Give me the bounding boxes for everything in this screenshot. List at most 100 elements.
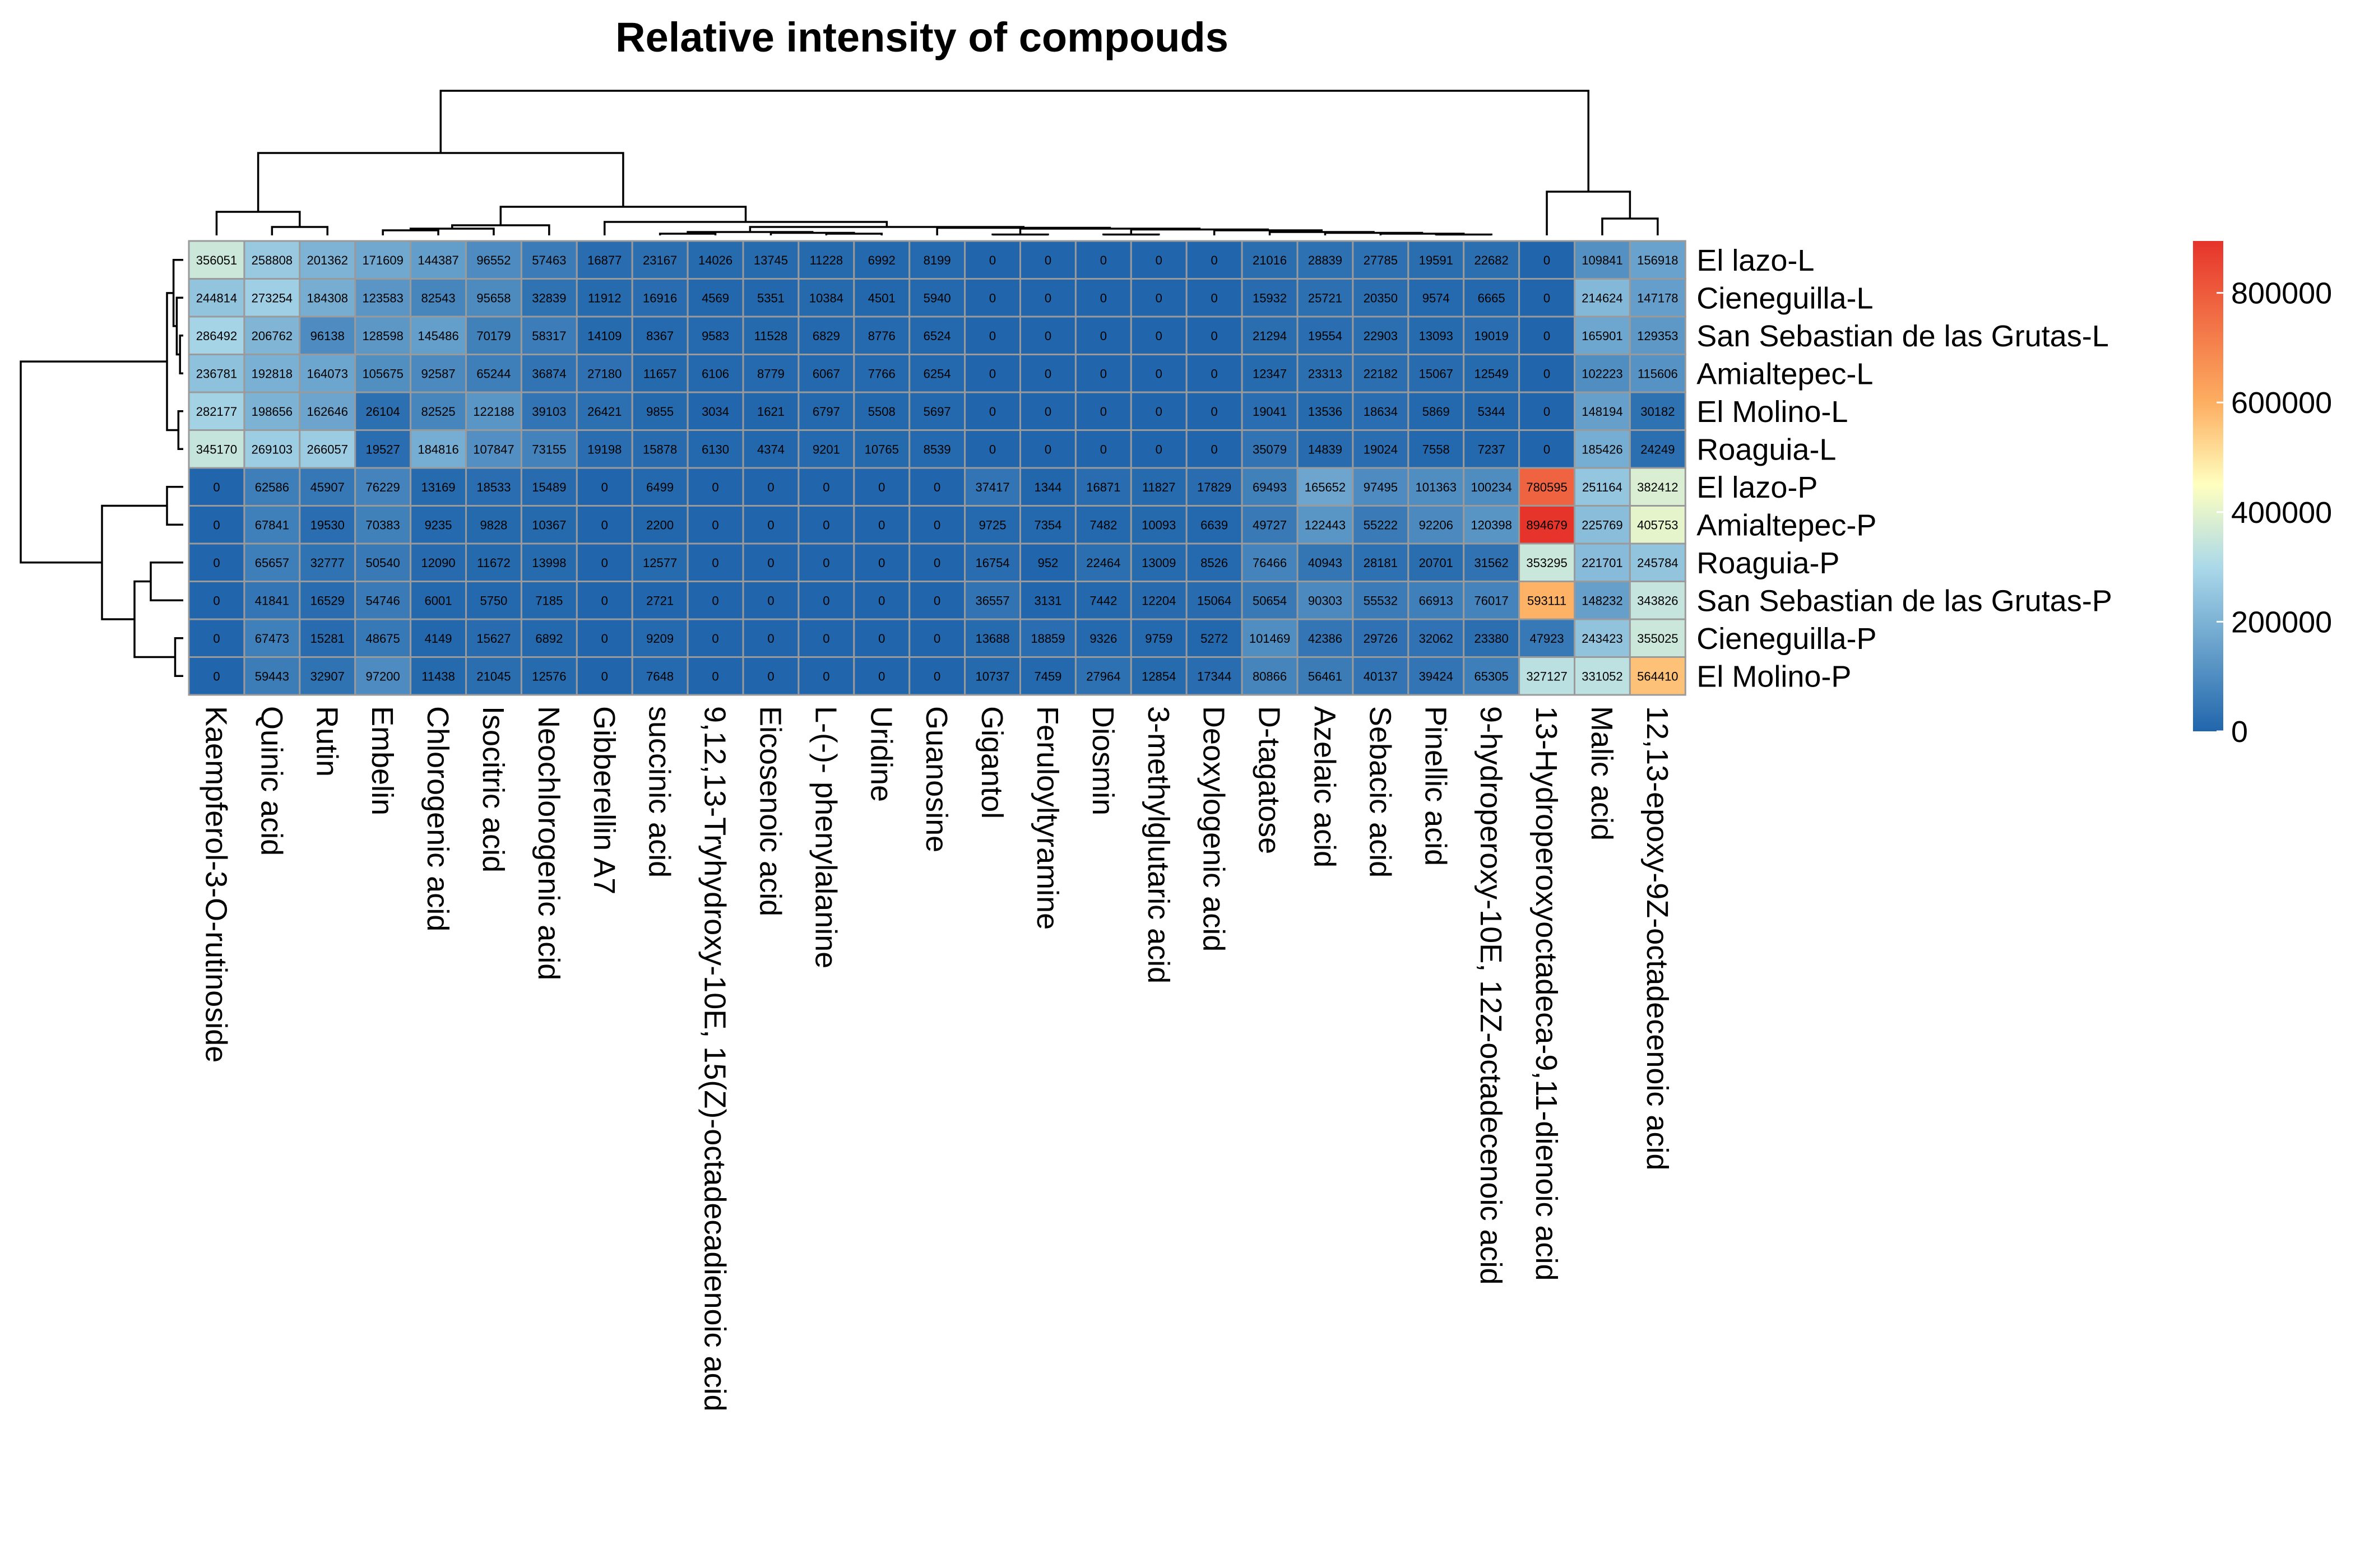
cell-value-label: 39103 [532,405,566,419]
heatmap-cell [188,618,245,658]
heatmap-cell [1019,505,1077,545]
dendrogram-link [451,224,550,235]
heatmap-cell [1352,429,1409,469]
cell-value-label: 0 [1211,367,1218,381]
cell-value-label: 16529 [310,593,345,607]
cell-value-label: 148232 [1582,593,1622,607]
cell-value-label: 5697 [924,405,951,419]
cell-value-label: 27785 [1364,253,1398,267]
heatmap-cell [1130,467,1188,507]
column-label: 3-methylglutaric acid [1142,706,1175,984]
column-label: Gigantol [975,706,1009,819]
cell-value-label: 8367 [646,329,674,343]
cell-value-label: 0 [1045,329,1051,343]
heatmap-cell [1241,391,1299,431]
cell-value-label: 7766 [868,367,896,381]
heatmap-cell [188,316,245,355]
cell-value-label: 23167 [643,253,677,267]
heatmap-cell [1185,656,1243,696]
cell-value-label: 6992 [868,253,896,267]
cell-value-label: 107847 [473,442,514,456]
column-label: succinic acid [643,706,676,878]
cell-value-label: 147178 [1637,291,1678,305]
heatmap-cell [1574,618,1631,658]
cell-value-label: 165652 [1305,480,1346,494]
cell-value-label: 4501 [868,291,896,305]
cell-value-label: 0 [878,480,885,494]
heatmap-cell [188,505,245,545]
cell-value-label: 0 [1211,253,1218,267]
cell-value-label: 40137 [1364,669,1398,683]
row-label: Amialtepec-L [1696,357,1873,391]
cell-value-label: 184816 [418,442,458,456]
heatmap-cell [410,391,467,431]
heatmap-cell [299,391,356,431]
cell-value-label: 0 [1100,367,1107,381]
heatmap-cell [354,316,412,355]
cell-value-label: 92206 [1419,518,1453,532]
cell-value-label: 5508 [868,405,896,419]
heatmap-cell [1185,467,1243,507]
cell-value-label: 201362 [307,253,348,267]
heatmap-cell [520,278,578,318]
heatmap-cell [1074,316,1132,355]
heatmap-cell [908,429,966,469]
heatmap-cell [520,618,578,658]
cell-value-label: 16754 [975,556,1009,570]
cell-value-label: 11528 [754,329,788,343]
cell-value-label: 0 [1100,291,1107,305]
cell-value-label: 27964 [1086,669,1120,683]
heatmap-cell [465,656,522,696]
heatmap-cell [188,354,245,393]
heatmap-cell [410,467,467,507]
cell-value-label: 7459 [1034,669,1061,683]
cell-value-label: 14026 [698,253,732,267]
cell-value-label: 13998 [532,556,566,570]
cell-value-label: 90303 [1308,593,1342,607]
cell-value-label: 3034 [702,405,729,419]
cell-value-label: 31562 [1475,556,1509,570]
column-label: Diosmin [1086,706,1120,815]
cell-value-label: 50654 [1253,593,1287,607]
cell-value-label: 5940 [924,291,951,305]
cell-value-label: 0 [213,480,220,494]
heatmap-cell [576,581,633,620]
heatmap-cell [687,656,744,696]
cell-value-label: 0 [934,669,940,683]
cell-value-label: 0 [601,556,608,570]
cell-value-label: 0 [213,632,220,646]
cell-value-label: 0 [767,556,774,570]
cell-value-label: 7482 [1089,518,1117,532]
cell-value-label: 19554 [1308,329,1342,343]
cell-value-label: 0 [989,367,996,381]
cell-value-label: 164073 [307,367,348,381]
column-label: Malic acid [1585,706,1619,841]
cell-value-label: 70179 [476,329,511,343]
cell-value-label: 0 [989,291,996,305]
cell-value-label: 15627 [476,632,511,646]
cell-value-label: 0 [934,632,940,646]
cell-value-label: 6001 [425,593,452,607]
heatmap-cell [1074,467,1132,507]
heatmap-cell [1130,354,1188,393]
cell-value-label: 0 [934,480,940,494]
chart-title: Relative intensity of compouds [615,14,1228,61]
heatmap-cell [410,316,467,355]
legend-tick-label: 200000 [2231,605,2332,639]
heatmap-cell [908,656,966,696]
cell-value-label: 355025 [1637,632,1678,646]
row-label: El Molino-L [1696,395,1848,429]
legend-tick-label: 400000 [2231,496,2332,530]
heatmap-cell [1629,505,1686,545]
cell-value-label: 184308 [307,291,348,305]
cell-value-label: 57463 [532,253,566,267]
cell-value-label: 96552 [476,253,511,267]
dendrogram-link [215,211,301,235]
color-legend: 0 200000 400000 600000 800000 [2193,241,2332,749]
heatmap-cell [1407,656,1465,696]
heatmap-cell [1296,467,1354,507]
cell-value-label: 9326 [1089,632,1117,646]
cell-value-label: 236781 [196,367,237,381]
heatmap-cell [1074,581,1132,620]
